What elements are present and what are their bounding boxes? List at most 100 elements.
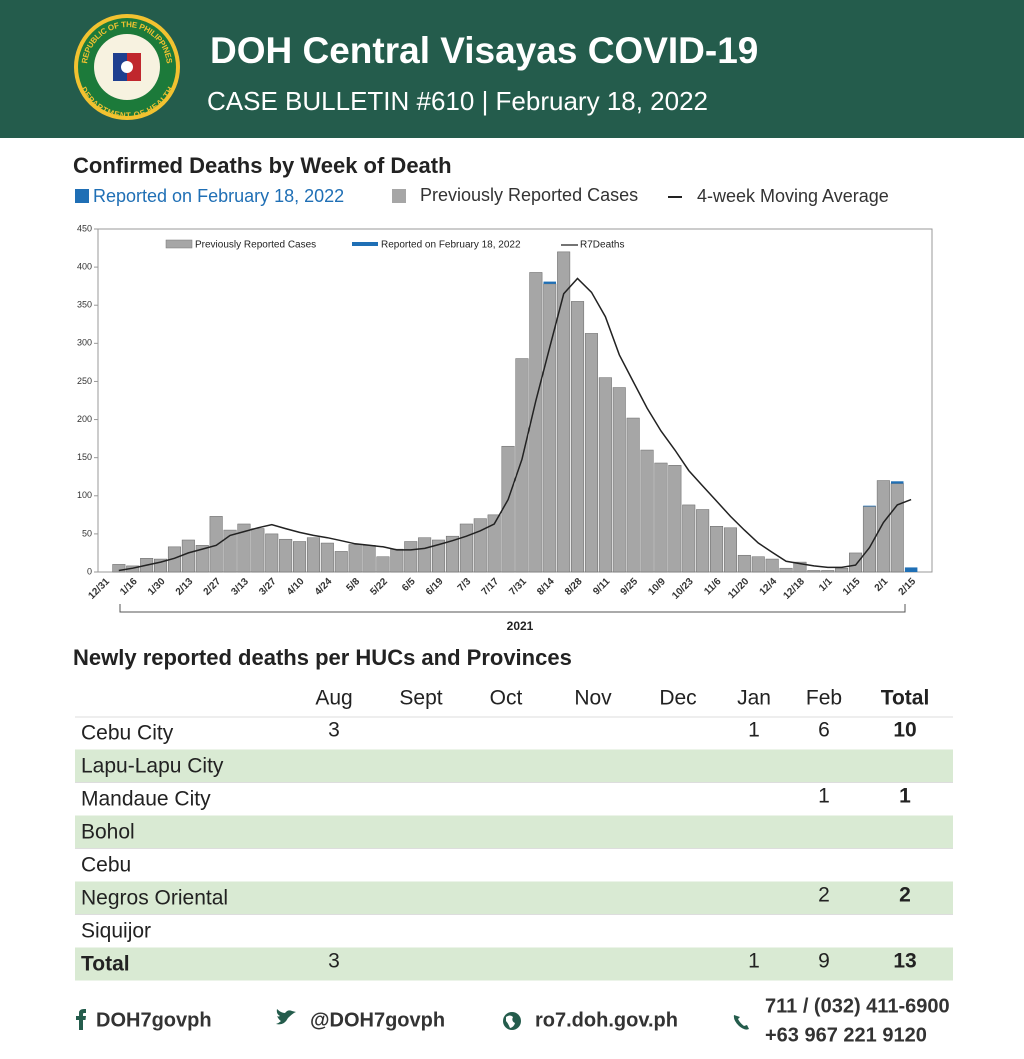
chart-title: Confirmed Deaths by Week of Death [73, 153, 452, 178]
cell: 3 [328, 719, 340, 742]
column-header: Sept [399, 687, 442, 710]
column-header: Total [881, 687, 930, 710]
bar [543, 283, 557, 573]
bar [445, 535, 459, 573]
bar [251, 528, 265, 573]
bar [390, 548, 404, 573]
legend-swatch [75, 189, 89, 203]
bar-new [543, 281, 557, 284]
bar [682, 504, 696, 573]
x-axis-label: 2021 [507, 619, 534, 633]
x-tick-label: 12/4 [758, 576, 780, 598]
column-header: Aug [315, 687, 352, 710]
bar [737, 554, 751, 573]
y-tick-label: 150 [77, 452, 92, 462]
bar [320, 542, 334, 573]
bar [404, 541, 418, 573]
y-tick-label: 0 [87, 566, 92, 576]
footer-facebook: DOH7govph [96, 1009, 212, 1031]
globe-icon-land [506, 1015, 515, 1028]
cell: 1 [748, 719, 760, 742]
x-tick-label: 2/1 [873, 576, 891, 594]
row-band [75, 749, 953, 783]
bar-new [863, 505, 876, 507]
x-tick-label: 3/27 [257, 576, 279, 598]
bar [237, 523, 251, 573]
row-label: Negros Oriental [81, 887, 228, 910]
row-label: Cebu City [81, 722, 174, 745]
column-header: Feb [806, 687, 842, 710]
x-tick-label: 9/25 [619, 576, 641, 598]
bar [710, 526, 724, 573]
y-tick-label: 450 [77, 223, 92, 233]
x-tick-label: 4/10 [285, 576, 307, 598]
table-title: Newly reported deaths per HUCs and Provi… [73, 645, 572, 670]
y-tick-label: 50 [82, 528, 92, 538]
x-tick-label: 10/23 [670, 576, 696, 602]
bar [515, 358, 529, 573]
y-tick-label: 300 [77, 338, 92, 348]
bar [459, 523, 473, 573]
bar [293, 541, 307, 573]
logo: REPUBLIC OF THE PHILIPPINES DEPARTMENT O… [74, 14, 180, 120]
x-tick-label: 1/16 [118, 576, 140, 598]
legend-label: Reported on February 18, 2022 [93, 186, 344, 206]
facebook-icon [76, 1009, 86, 1030]
bar [654, 462, 668, 573]
bar [279, 538, 293, 573]
cell: 13 [893, 950, 916, 973]
bar [793, 561, 807, 573]
bar [765, 558, 779, 573]
bar [807, 570, 821, 573]
legend-swatch [392, 189, 406, 203]
y-tick-label: 400 [77, 261, 92, 271]
bar [501, 445, 515, 573]
x-tick-label: 8/14 [535, 576, 557, 598]
bar [696, 509, 710, 573]
bar [529, 272, 543, 573]
logo-cross [121, 61, 133, 73]
bar [612, 387, 626, 573]
row-label: Bohol [81, 821, 135, 844]
bar [195, 545, 209, 573]
year-bracket [119, 604, 906, 613]
bar [821, 570, 835, 573]
bar [209, 516, 223, 573]
bar [598, 377, 612, 573]
column-header: Jan [737, 687, 771, 710]
page-title: DOH Central Visayas COVID-19 [210, 30, 758, 71]
bar [306, 537, 320, 573]
bar [626, 417, 640, 573]
cell: 1 [818, 785, 830, 808]
x-tick-label: 8/28 [563, 576, 585, 598]
bar [376, 556, 390, 573]
x-tick-label: 6/5 [400, 576, 418, 594]
y-tick-label: 100 [77, 490, 92, 500]
bar [362, 545, 376, 573]
bar [418, 537, 432, 573]
row-label: Siquijor [81, 920, 151, 943]
legend-label: Reported on February 18, 2022 [381, 240, 521, 251]
cell: 3 [328, 950, 340, 973]
bar [334, 551, 348, 573]
x-tick-label: 12/18 [781, 576, 807, 602]
x-tick-label: 9/11 [591, 576, 612, 597]
twitter-icon [276, 1009, 296, 1025]
bar [223, 529, 237, 573]
bar [640, 449, 654, 573]
row-band [75, 881, 953, 915]
cell: 6 [818, 719, 830, 742]
x-tick-label: 1/1 [817, 576, 835, 594]
footer-twitter: @DOH7govph [310, 1009, 445, 1031]
page-subtitle: CASE BULLETIN #610 | February 18, 2022 [207, 86, 708, 116]
row-band [75, 815, 953, 849]
x-tick-label: 11/6 [702, 576, 723, 597]
x-tick-label: 11/20 [726, 576, 751, 601]
bar [181, 539, 195, 573]
bar [487, 514, 501, 573]
bar [890, 483, 904, 573]
column-header: Dec [659, 687, 696, 710]
bar [876, 480, 890, 573]
row-band [75, 947, 953, 981]
bar [265, 533, 279, 573]
